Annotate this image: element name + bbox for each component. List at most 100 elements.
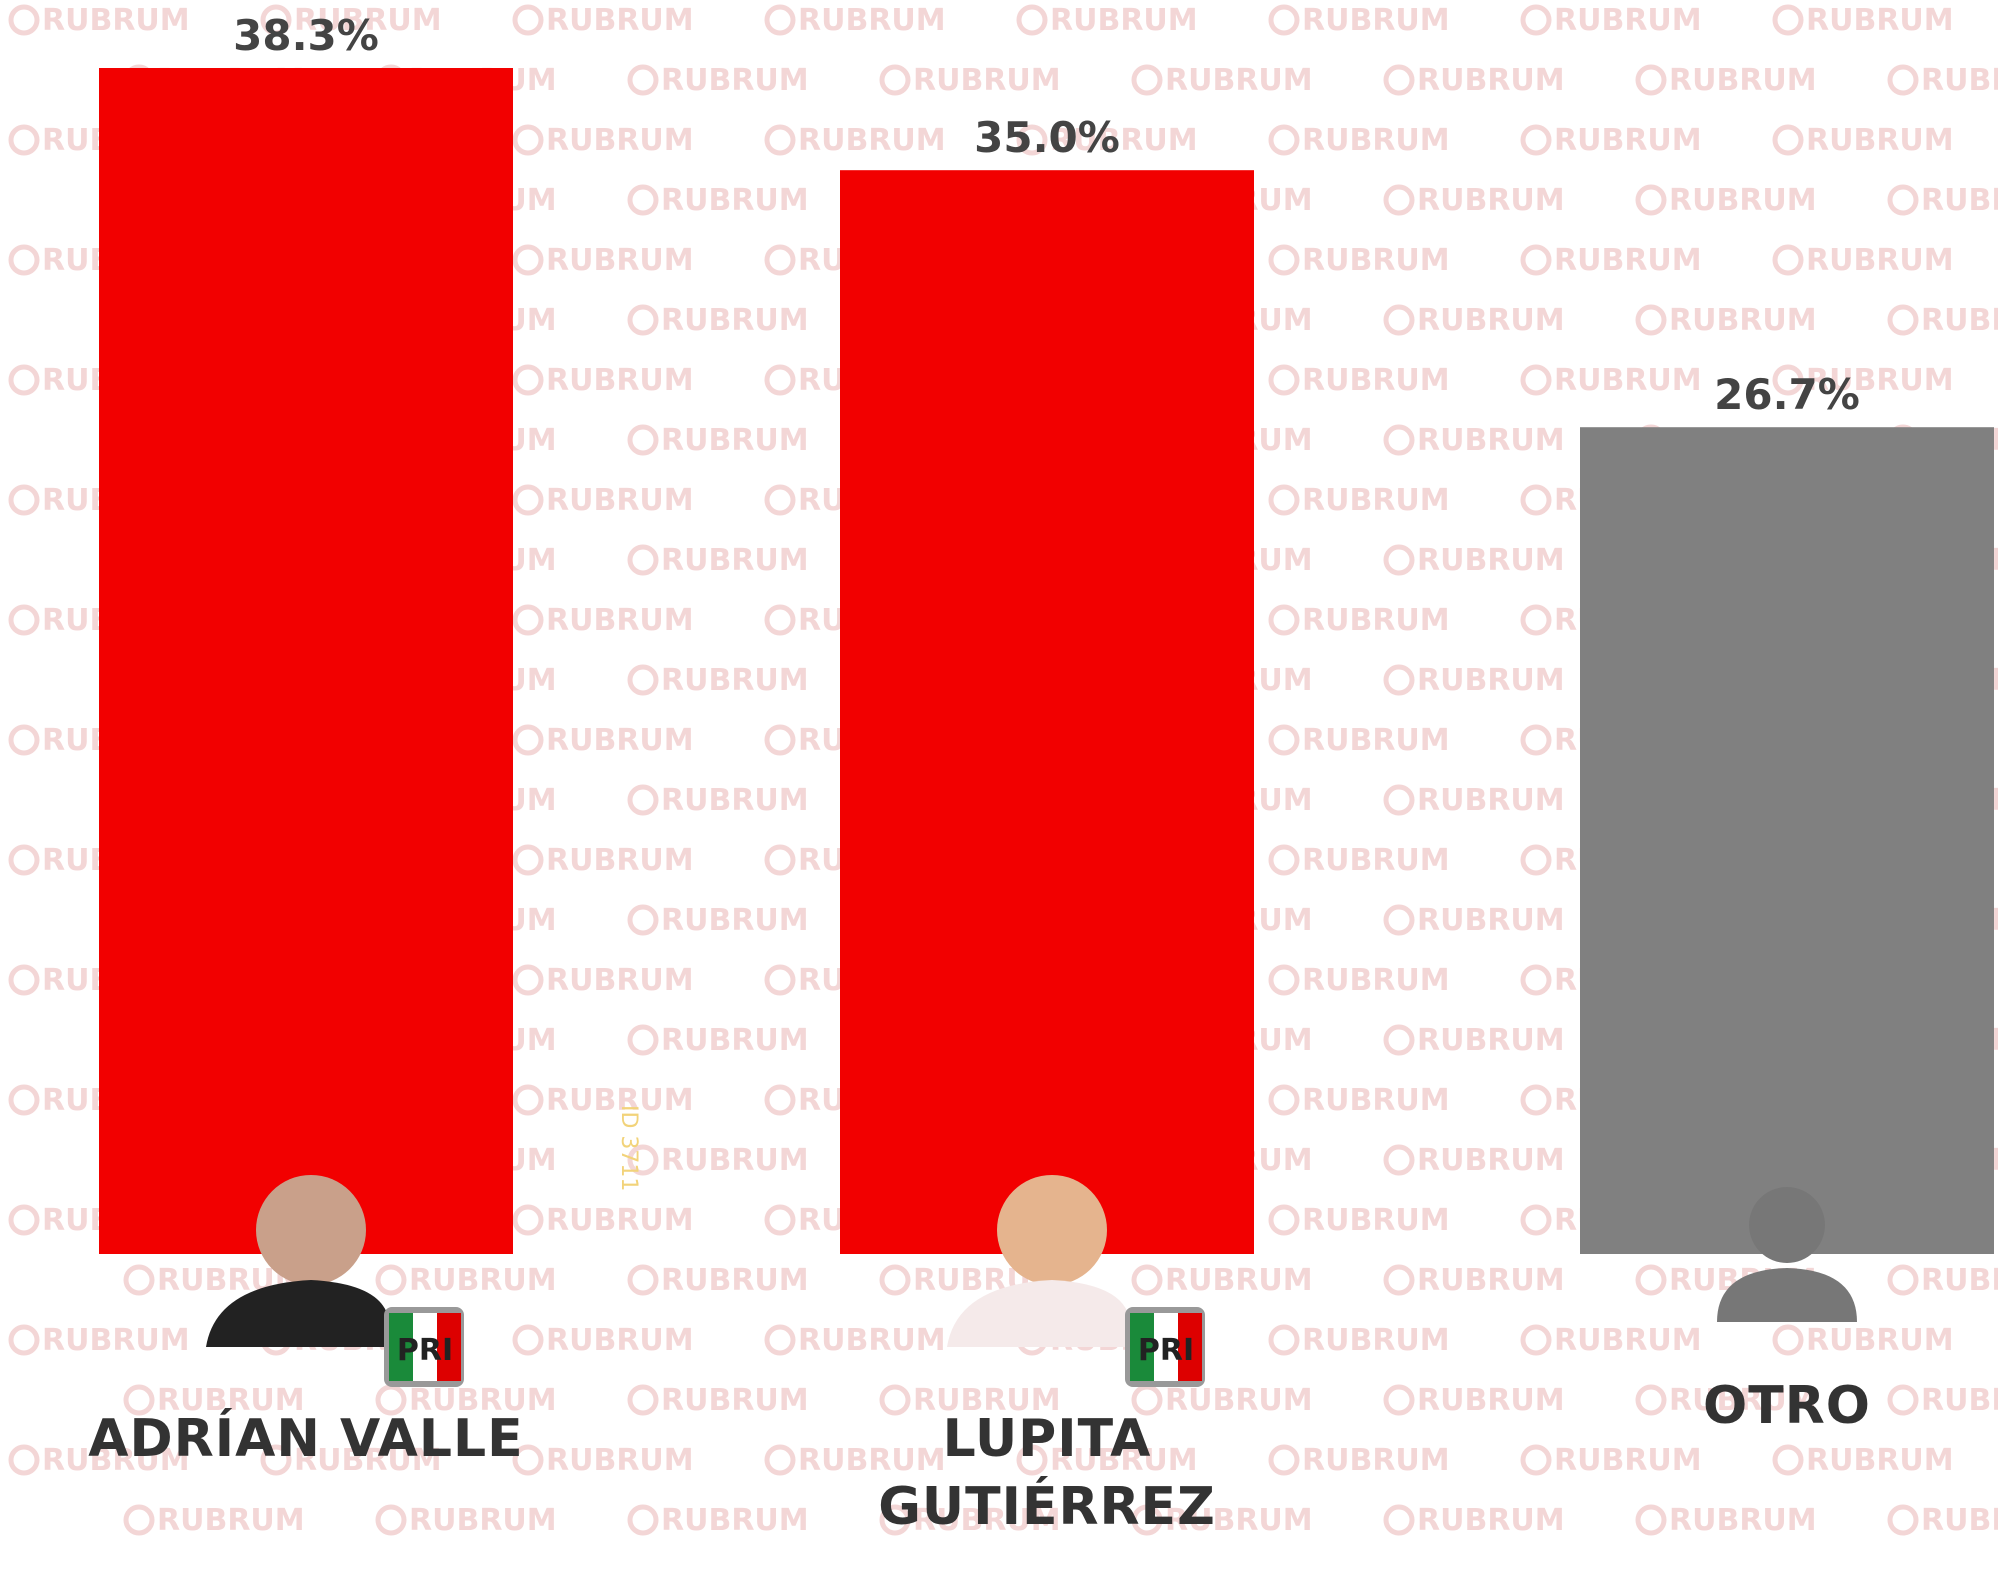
watermark: RUBRUM xyxy=(546,603,694,638)
watermark-icon xyxy=(630,787,656,813)
watermark: RUBRUM xyxy=(546,963,694,998)
watermark-icon xyxy=(1386,67,1412,93)
watermark-icon xyxy=(515,607,541,633)
watermark-icon xyxy=(515,847,541,873)
watermark: RUBRUM xyxy=(1302,603,1450,638)
watermark-icon xyxy=(767,847,793,873)
watermark: RUBRUM xyxy=(1302,1203,1450,1238)
watermark: RUBRUM xyxy=(661,423,809,458)
watermark-icon xyxy=(1271,847,1297,873)
watermark: RUBRUM xyxy=(661,183,809,218)
watermark-icon xyxy=(1523,1207,1549,1233)
watermark: RUBRUM xyxy=(1417,1143,1565,1178)
watermark: RUBRUM xyxy=(409,1503,557,1538)
watermark-icon xyxy=(515,1327,541,1353)
watermark: RUBRUM xyxy=(546,483,694,518)
category-label: LUPITA GUTIÉRREZ xyxy=(812,1405,1282,1541)
watermark: RUBRUM xyxy=(1806,123,1954,158)
watermark: RUBRUM xyxy=(546,363,694,398)
watermark: RUBRUM xyxy=(661,663,809,698)
watermark: RUBRUM xyxy=(546,243,694,278)
watermark-icon xyxy=(11,7,37,33)
watermark: RUBRUM xyxy=(1921,1503,1998,1538)
watermark: RUBRUM xyxy=(1554,3,1702,38)
watermark: RUBRUM xyxy=(1417,543,1565,578)
watermark-icon xyxy=(1523,1447,1549,1473)
watermark-icon xyxy=(515,127,541,153)
watermark: RUBRUM xyxy=(1417,903,1565,938)
watermark: RUBRUM xyxy=(1554,243,1702,278)
watermark-icon xyxy=(1271,727,1297,753)
watermark-icon xyxy=(1523,7,1549,33)
watermark-icon xyxy=(11,127,37,153)
watermark-icon xyxy=(1271,247,1297,273)
watermark-icon xyxy=(1386,1507,1412,1533)
watermark: RUBRUM xyxy=(1302,363,1450,398)
watermark-icon xyxy=(767,367,793,393)
category-label: ADRÍAN VALLE xyxy=(71,1405,541,1473)
watermark: RUBRUM xyxy=(546,843,694,878)
watermark-icon xyxy=(11,1087,37,1113)
watermark-icon xyxy=(767,1447,793,1473)
watermark-icon xyxy=(1775,1447,1801,1473)
watermark-icon xyxy=(1386,547,1412,573)
bar xyxy=(840,170,1254,1254)
watermark: RUBRUM xyxy=(1554,123,1702,158)
watermark-icon xyxy=(515,967,541,993)
watermark: RUBRUM xyxy=(1165,1263,1313,1298)
watermark: RUBRUM xyxy=(661,1143,809,1178)
watermark: RUBRUM xyxy=(798,3,946,38)
watermark: RUBRUM xyxy=(1921,303,1998,338)
watermark: RUBRUM xyxy=(661,1263,809,1298)
chart: RUBRUM RUBRUM RUBRUM RUBRUM RUBRUM RUBRUM RUBR… xyxy=(0,0,1998,1584)
watermark: RUBRUM xyxy=(913,63,1061,98)
party-logo: PRI xyxy=(384,1307,464,1387)
watermark-icon xyxy=(378,1267,404,1293)
watermark: RUBRUM xyxy=(1806,3,1954,38)
watermark: RUBRUM xyxy=(1921,183,1998,218)
watermark-icon xyxy=(515,727,541,753)
watermark: RUBRUM xyxy=(661,303,809,338)
watermark-icon xyxy=(1271,127,1297,153)
watermark-icon xyxy=(1386,667,1412,693)
logo-text: PRI xyxy=(1138,1333,1194,1368)
watermark-icon xyxy=(1386,1387,1412,1413)
watermark-icon xyxy=(1523,1087,1549,1113)
watermark-icon xyxy=(1523,1327,1549,1353)
watermark: RUBRUM xyxy=(1302,963,1450,998)
watermark-icon xyxy=(882,67,908,93)
watermark-icon xyxy=(630,1267,656,1293)
value-label: 38.3% xyxy=(233,11,379,60)
watermark: RUBRUM xyxy=(546,3,694,38)
watermark-icon xyxy=(1271,1327,1297,1353)
watermark: RUBRUM xyxy=(1302,1323,1450,1358)
photo-head xyxy=(256,1175,366,1285)
chart-canvas: RUBRUM RUBRUM RUBRUM RUBRUM RUBRUM RUBRUM RUBR… xyxy=(0,0,1998,1584)
watermark: RUBRUM xyxy=(1806,1323,1954,1358)
bar xyxy=(1580,427,1994,1254)
watermark: RUBRUM xyxy=(661,903,809,938)
watermark: RUBRUM xyxy=(661,1023,809,1058)
watermark-icon xyxy=(11,727,37,753)
watermark: RUBRUM xyxy=(42,1323,190,1358)
watermark: RUBRUM xyxy=(661,63,809,98)
watermark-icon xyxy=(1523,847,1549,873)
watermark: RUBRUM xyxy=(1921,63,1998,98)
watermark: RUBRUM xyxy=(1417,423,1565,458)
watermark-icon xyxy=(515,1087,541,1113)
watermark: RUBRUM xyxy=(661,543,809,578)
watermark-icon xyxy=(1019,7,1045,33)
watermark-icon xyxy=(630,67,656,93)
watermark-icon xyxy=(630,667,656,693)
watermark-icon xyxy=(1890,187,1916,213)
watermark-icon xyxy=(767,1207,793,1233)
watermark: RUBRUM xyxy=(1417,1263,1565,1298)
watermark-icon xyxy=(11,247,37,273)
photo-head xyxy=(997,1175,1107,1285)
watermark-icon xyxy=(1271,7,1297,33)
watermark-icon xyxy=(767,487,793,513)
watermark-icon xyxy=(630,307,656,333)
watermark-icon xyxy=(1638,187,1664,213)
party-logo: PRI xyxy=(1125,1307,1205,1387)
watermark-icon xyxy=(1638,1267,1664,1293)
